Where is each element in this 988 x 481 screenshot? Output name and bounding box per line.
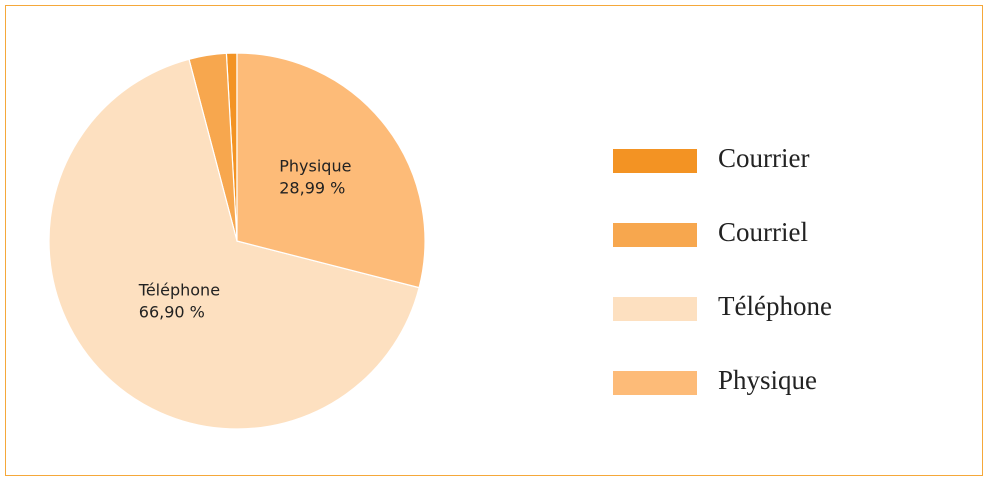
legend-swatch (613, 149, 697, 173)
legend-swatch (613, 371, 697, 395)
slice-label-name: Téléphone (138, 281, 220, 300)
slice-label-name: Physique (279, 156, 351, 175)
legend-label: Téléphone (718, 291, 832, 321)
slice-label-value: 66,90 % (139, 303, 205, 322)
legend-swatch (613, 297, 697, 321)
pie-slice (48, 58, 420, 430)
legend-label: Physique (718, 365, 817, 395)
legend-label: Courrier (718, 143, 809, 173)
legend-swatch (613, 223, 697, 247)
pie-slice (236, 52, 426, 289)
slice-label-value: 28,99 % (279, 178, 345, 197)
legend-label: Courriel (718, 217, 808, 247)
